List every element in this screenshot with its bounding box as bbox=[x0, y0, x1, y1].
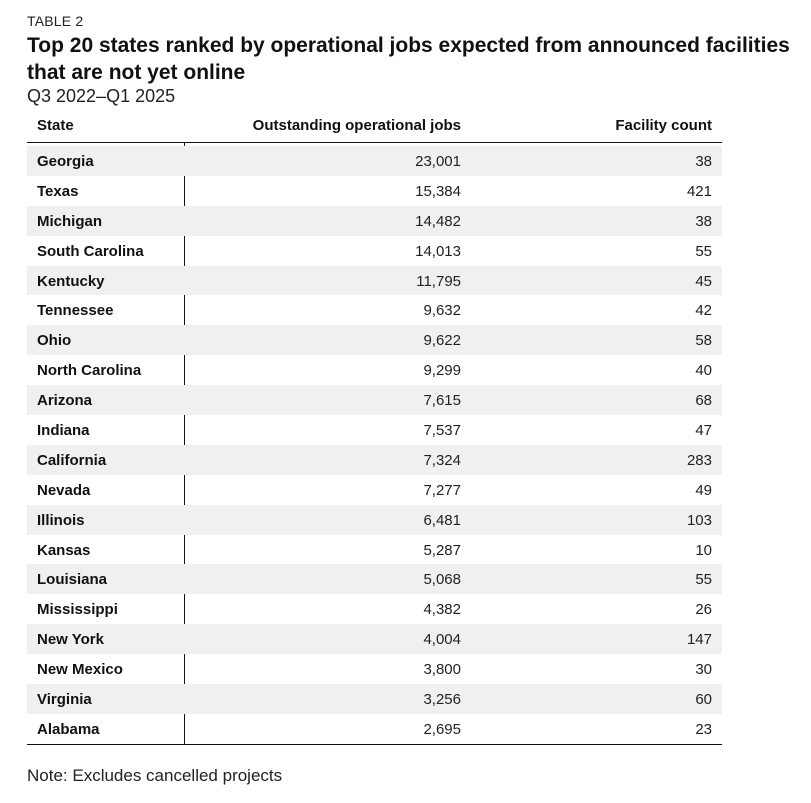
facility-count-cell: 283 bbox=[686, 451, 712, 469]
state-cell: Kentucky bbox=[37, 272, 105, 290]
facility-count-cell: 68 bbox=[695, 392, 712, 410]
table-body: Georgia 23,001 38 Texas 15,384 421 Michigan 14,… bbox=[27, 143, 722, 745]
table-row: Virginia 3,256 60 bbox=[27, 684, 722, 714]
facility-count-cell: 40 bbox=[695, 362, 712, 380]
jobs-cell: 15,384 bbox=[415, 182, 461, 200]
facility-count-cell: 42 bbox=[695, 302, 712, 320]
table-row: New Mexico 3,800 30 bbox=[27, 654, 722, 684]
table-row: South Carolina 14,013 55 bbox=[27, 236, 722, 266]
table-row: Texas 15,384 421 bbox=[27, 176, 722, 206]
jobs-cell: 4,382 bbox=[423, 601, 461, 619]
jobs-cell: 14,013 bbox=[415, 242, 461, 260]
column-header-state: State bbox=[37, 117, 74, 134]
state-cell: Alabama bbox=[37, 720, 100, 738]
jobs-cell: 3,800 bbox=[423, 661, 461, 679]
jobs-cell: 5,068 bbox=[423, 571, 461, 589]
facility-count-cell: 58 bbox=[695, 332, 712, 350]
table-row: Illinois 6,481 103 bbox=[27, 504, 722, 535]
jobs-cell: 14,482 bbox=[415, 212, 461, 230]
facility-count-cell: 26 bbox=[695, 601, 712, 619]
state-cell: Tennessee bbox=[37, 302, 114, 320]
table-row: Michigan 14,482 38 bbox=[27, 205, 722, 236]
jobs-cell: 7,324 bbox=[423, 451, 461, 469]
table-row: Mississippi 4,382 26 bbox=[27, 594, 722, 624]
facility-count-cell: 49 bbox=[695, 481, 712, 499]
table-row: Indiana 7,537 47 bbox=[27, 415, 722, 445]
facility-count-cell: 47 bbox=[695, 422, 712, 440]
state-cell: Ohio bbox=[37, 332, 72, 350]
facility-count-cell: 38 bbox=[695, 212, 712, 230]
table-row: Ohio 9,622 58 bbox=[27, 325, 722, 356]
jobs-cell: 6,481 bbox=[423, 511, 461, 529]
table-row: Louisiana 5,068 55 bbox=[27, 564, 722, 595]
facility-count-cell: 421 bbox=[686, 182, 712, 200]
state-cell: New Mexico bbox=[37, 661, 123, 679]
state-cell: Georgia bbox=[37, 153, 94, 170]
state-cell: Arizona bbox=[37, 392, 93, 410]
facility-count-cell: 38 bbox=[695, 153, 712, 170]
state-cell: Mississippi bbox=[37, 601, 118, 619]
facility-count-cell: 30 bbox=[695, 661, 712, 679]
table-row: North Carolina 9,299 40 bbox=[27, 355, 722, 385]
jobs-cell: 7,537 bbox=[423, 422, 461, 440]
state-cell: Virginia bbox=[37, 691, 92, 709]
state-cell: Kansas bbox=[37, 541, 91, 559]
jobs-cell: 4,004 bbox=[423, 631, 461, 649]
data-table: State Outstanding operational jobs Facil… bbox=[27, 112, 722, 745]
table-row: Arizona 7,615 68 bbox=[27, 385, 722, 416]
column-header-jobs: Outstanding operational jobs bbox=[252, 117, 461, 134]
state-cell: North Carolina bbox=[37, 362, 142, 380]
state-cell: South Carolina bbox=[37, 242, 144, 260]
facility-count-cell: 103 bbox=[686, 511, 712, 529]
table-label: TABLE 2 bbox=[27, 13, 84, 29]
jobs-cell: 11,795 bbox=[416, 272, 461, 290]
jobs-cell: 23,001 bbox=[415, 153, 461, 170]
jobs-cell: 7,615 bbox=[423, 392, 461, 410]
table-row: Alabama 2,695 23 bbox=[27, 714, 722, 744]
state-cell: Indiana bbox=[37, 422, 90, 440]
footnote: Note: Excludes cancelled projects bbox=[27, 766, 283, 785]
table-header: State Outstanding operational jobs Facil… bbox=[27, 112, 722, 143]
state-cell: New York bbox=[37, 631, 104, 649]
jobs-cell: 9,622 bbox=[423, 332, 461, 350]
state-cell: Illinois bbox=[37, 511, 85, 529]
facility-count-cell: 147 bbox=[686, 631, 712, 649]
facility-count-cell: 55 bbox=[695, 571, 712, 589]
table-row: New York 4,004 147 bbox=[27, 624, 722, 655]
jobs-cell: 9,299 bbox=[423, 362, 461, 380]
facility-count-cell: 45 bbox=[695, 272, 712, 290]
table-row: Nevada 7,277 49 bbox=[27, 475, 722, 505]
table-title: Top 20 states ranked by operational jobs… bbox=[27, 34, 790, 84]
jobs-cell: 9,632 bbox=[423, 302, 461, 320]
facility-count-cell: 55 bbox=[695, 242, 712, 260]
table-row: Tennessee 9,632 42 bbox=[27, 295, 722, 325]
table-row: Georgia 23,001 38 bbox=[27, 146, 722, 176]
table-row: California 7,324 283 bbox=[27, 444, 722, 475]
jobs-cell: 7,277 bbox=[423, 481, 461, 499]
column-header-facility-count: Facility count bbox=[615, 117, 712, 134]
table-row: Kentucky 11,795 45 bbox=[27, 265, 722, 296]
facility-count-cell: 60 bbox=[695, 691, 712, 709]
state-cell: Texas bbox=[37, 182, 79, 200]
facility-count-cell: 10 bbox=[695, 541, 712, 559]
facility-count-cell: 23 bbox=[695, 720, 712, 738]
jobs-cell: 2,695 bbox=[423, 720, 461, 738]
table-row: Kansas 5,287 10 bbox=[27, 535, 722, 565]
state-cell: Nevada bbox=[37, 481, 91, 499]
jobs-cell: 5,287 bbox=[423, 541, 461, 559]
table-subtitle: Q3 2022–Q1 2025 bbox=[27, 86, 176, 106]
state-cell: Louisiana bbox=[37, 571, 108, 589]
state-cell: Michigan bbox=[37, 212, 103, 230]
state-cell: California bbox=[37, 451, 107, 469]
jobs-cell: 3,256 bbox=[423, 691, 461, 709]
